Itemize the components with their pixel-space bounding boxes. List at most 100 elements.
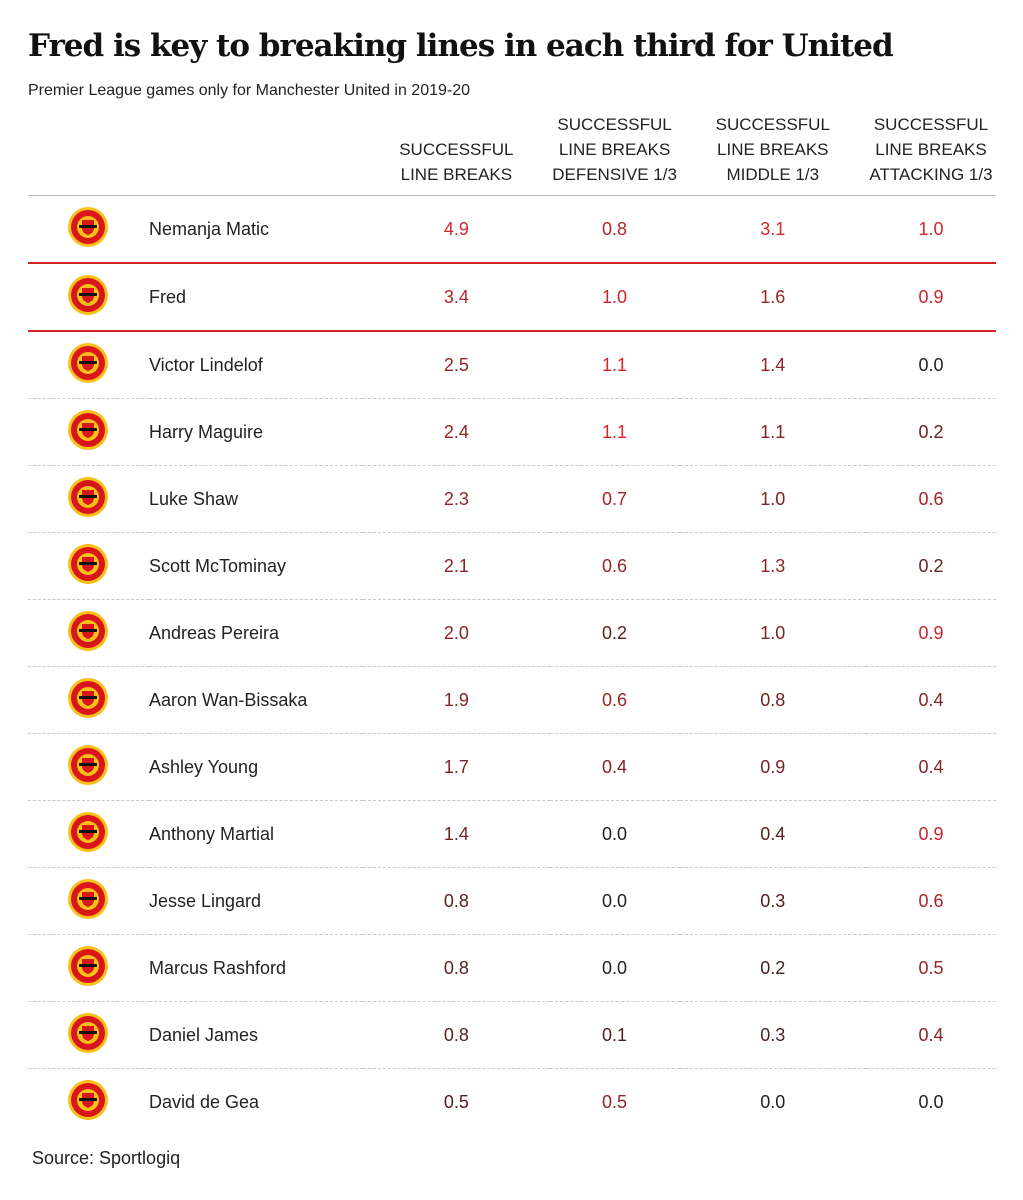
club-crest bbox=[68, 610, 109, 651]
stat-value: 0.0 bbox=[549, 800, 680, 868]
column-header-cell: SUCCESSFUL LINE BREAKS MIDDLE 1/3 bbox=[679, 112, 866, 196]
stat-value: 0.9 bbox=[865, 599, 996, 667]
subtitle: Premier League games only for Manchester… bbox=[28, 82, 471, 99]
stat-value: 0.9 bbox=[679, 733, 866, 801]
stat-value: 1.0 bbox=[549, 263, 680, 332]
stat-value: 1.3 bbox=[679, 532, 866, 600]
stat-value: 0.2 bbox=[679, 934, 866, 1002]
player-name: Andreas Pereira bbox=[148, 599, 364, 667]
stat-value: 0.6 bbox=[549, 666, 680, 734]
stat-value: 0.8 bbox=[363, 1001, 550, 1069]
stat-value: 0.8 bbox=[363, 867, 550, 935]
player-name: Ashley Young bbox=[148, 733, 364, 801]
stat-value: 2.5 bbox=[363, 331, 550, 399]
stat-value: 0.6 bbox=[865, 867, 996, 935]
crest-cell bbox=[28, 465, 149, 533]
player-row: Andreas Pereira 2.0 0.2 1.0 0.9 bbox=[28, 599, 996, 667]
player-row: Anthony Martial 1.4 0.0 0.4 0.9 bbox=[28, 800, 996, 868]
player-name: Harry Maguire bbox=[148, 398, 364, 466]
column-header: SUCCESSFUL LINE BREAKS DEFENSIVE 1/3 bbox=[552, 115, 677, 184]
player-row: Aaron Wan-Bissaka 1.9 0.6 0.8 0.4 bbox=[28, 666, 996, 734]
stat-value: 0.0 bbox=[549, 867, 680, 935]
club-crest bbox=[68, 476, 109, 517]
player-name: Marcus Rashford bbox=[148, 934, 364, 1002]
crest-cell bbox=[28, 800, 149, 868]
club-crest bbox=[68, 1012, 109, 1053]
player-name: Jesse Lingard bbox=[148, 867, 364, 935]
stat-value: 0.8 bbox=[363, 934, 550, 1002]
player-name: Luke Shaw bbox=[148, 465, 364, 533]
stat-value: 3.1 bbox=[679, 195, 866, 264]
stat-value: 1.0 bbox=[865, 195, 996, 264]
club-crest bbox=[68, 677, 109, 718]
stat-value: 3.4 bbox=[363, 263, 550, 332]
player-name: Aaron Wan-Bissaka bbox=[148, 666, 364, 734]
stat-value: 0.7 bbox=[549, 465, 680, 533]
stat-value: 0.1 bbox=[549, 1001, 680, 1069]
stat-value: 1.4 bbox=[679, 331, 866, 399]
stat-value: 0.2 bbox=[549, 599, 680, 667]
stat-value: 0.0 bbox=[865, 331, 996, 399]
club-crest bbox=[68, 342, 109, 383]
player-row: Luke Shaw 2.3 0.7 1.0 0.6 bbox=[28, 465, 996, 533]
stat-value: 1.4 bbox=[363, 800, 550, 868]
crest-cell bbox=[28, 532, 149, 600]
club-crest bbox=[68, 811, 109, 852]
stat-value: 0.3 bbox=[679, 1001, 866, 1069]
player-row: Fred 3.4 1.0 1.6 0.9 bbox=[28, 263, 996, 332]
header-row: SUCCESSFUL LINE BREAKS SUCCESSFUL LINE BR… bbox=[28, 112, 996, 196]
stat-value: 0.8 bbox=[549, 195, 680, 264]
player-name: Nemanja Matic bbox=[148, 195, 364, 264]
player-name: Fred bbox=[148, 263, 364, 332]
stat-value: 0.4 bbox=[865, 1001, 996, 1069]
stat-value: 0.0 bbox=[549, 934, 680, 1002]
stat-value: 2.4 bbox=[363, 398, 550, 466]
crest-cell bbox=[28, 1069, 149, 1136]
club-crest bbox=[68, 206, 109, 247]
column-header: SUCCESSFUL LINE BREAKS ATTACKING 1/3 bbox=[869, 115, 993, 184]
stat-value: 0.4 bbox=[549, 733, 680, 801]
club-crest bbox=[68, 274, 109, 315]
player-row: David de Gea 0.5 0.5 0.0 0.0 bbox=[28, 1069, 996, 1136]
column-header-cell: SUCCESSFUL LINE BREAKS ATTACKING 1/3 bbox=[865, 112, 996, 196]
player-row: Victor Lindelof 2.5 1.1 1.4 0.0 bbox=[28, 331, 996, 399]
stat-value: 4.9 bbox=[363, 195, 550, 264]
stat-value: 0.5 bbox=[443, 1091, 469, 1112]
stat-value: 0.6 bbox=[549, 532, 680, 600]
stat-value: 2.0 bbox=[363, 599, 550, 667]
crest-cell bbox=[28, 1001, 149, 1069]
stat-value: 1.1 bbox=[549, 398, 680, 466]
club-crest bbox=[68, 878, 109, 919]
player-row: Jesse Lingard 0.8 0.0 0.3 0.6 bbox=[28, 867, 996, 935]
player-name: Anthony Martial bbox=[148, 800, 364, 868]
stat-value: 0.2 bbox=[865, 398, 996, 466]
crest-cell bbox=[28, 733, 149, 801]
stat-value: 0.8 bbox=[679, 666, 866, 734]
stat-value: 0.5 bbox=[602, 1091, 628, 1112]
table-body: Nemanja Matic 4.9 0.8 3.1 1.0 Fred 3.4 1.0 1.6 0.… bbox=[28, 195, 996, 1136]
player-name: David de Gea bbox=[148, 1091, 260, 1112]
column-header-cell: SUCCESSFUL LINE BREAKS bbox=[363, 112, 550, 196]
crest-cell bbox=[28, 867, 149, 935]
stat-value: 0.0 bbox=[918, 1091, 944, 1112]
crest-cell bbox=[28, 934, 149, 1002]
player-row: Marcus Rashford 0.8 0.0 0.2 0.5 bbox=[28, 934, 996, 1002]
title: Fred is key to breaking lines in each th… bbox=[28, 28, 894, 64]
stat-value: 0.5 bbox=[865, 934, 996, 1002]
stat-value: 0.4 bbox=[865, 666, 996, 734]
stat-value: 1.1 bbox=[549, 331, 680, 399]
club-crest bbox=[68, 543, 109, 584]
player-row: Scott McTominay 2.1 0.6 1.3 0.2 bbox=[28, 532, 996, 600]
club-crest bbox=[68, 409, 109, 450]
crest-cell bbox=[28, 331, 149, 399]
stat-value: 0.0 bbox=[760, 1091, 786, 1112]
player-row: Nemanja Matic 4.9 0.8 3.1 1.0 bbox=[28, 195, 996, 264]
player-name: Daniel James bbox=[148, 1001, 364, 1069]
stat-value: 0.4 bbox=[679, 800, 866, 868]
column-header-cell: SUCCESSFUL LINE BREAKS DEFENSIVE 1/3 bbox=[549, 112, 680, 196]
club-crest bbox=[68, 744, 109, 785]
stat-value: 1.7 bbox=[363, 733, 550, 801]
crest-cell bbox=[28, 398, 149, 466]
club-crest bbox=[68, 1079, 109, 1120]
stat-value: 1.0 bbox=[679, 599, 866, 667]
